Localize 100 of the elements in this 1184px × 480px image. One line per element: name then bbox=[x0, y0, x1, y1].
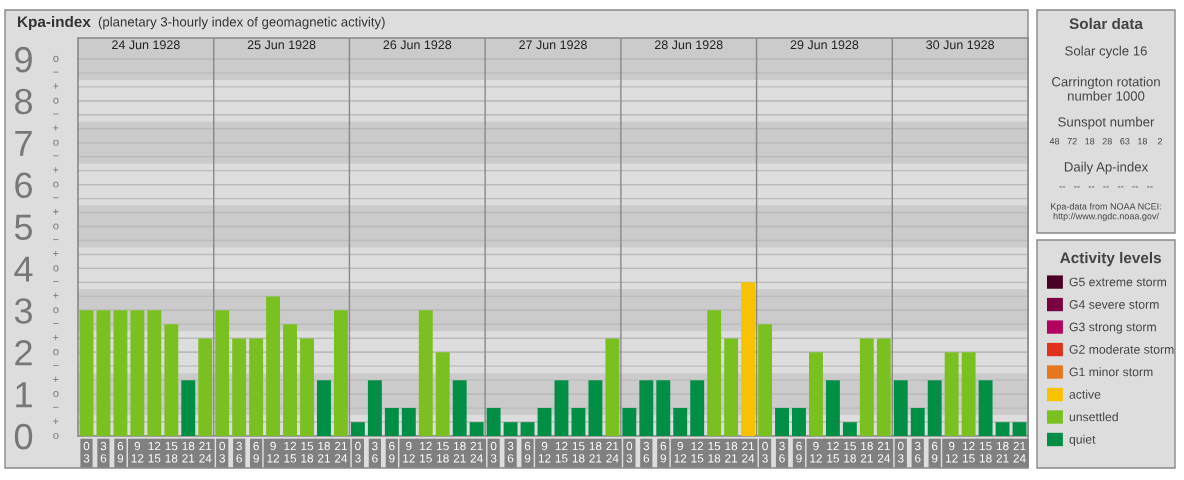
text: Daily Ap-index bbox=[1064, 161, 1149, 175]
text: + bbox=[53, 83, 59, 89]
x-tick-label: 12 15 bbox=[691, 441, 704, 463]
annotation: 29 Jun 1928 bbox=[790, 40, 859, 50]
chart-subtitle: (planetary 3-hourly index of geomagnetic activity) bbox=[98, 16, 385, 30]
x-tick-label: 3 6 bbox=[643, 441, 650, 463]
y-tick-label: 6 bbox=[15, 172, 32, 199]
x-tick-label: 9 12 bbox=[674, 441, 687, 463]
x-tick-label: 0 3 bbox=[626, 441, 633, 463]
x-tick-label: 6 9 bbox=[660, 441, 667, 463]
text: − bbox=[53, 71, 59, 73]
x-tick-label: 0 3 bbox=[83, 441, 90, 463]
text: o bbox=[53, 432, 59, 439]
y-tick-label: 7 bbox=[15, 130, 32, 156]
x-tick-label: 12 15 bbox=[827, 441, 839, 463]
x-tick-label: 21 24 bbox=[877, 441, 891, 463]
annotation: 30 Jun 1928 bbox=[926, 40, 995, 50]
legend-label: unsettled bbox=[1069, 412, 1118, 422]
x-tick-label: 18 21 bbox=[182, 441, 195, 463]
x-tick-label: 18 21 bbox=[860, 441, 873, 463]
text: o bbox=[53, 307, 59, 314]
x-tick-label: 15 18 bbox=[165, 441, 178, 463]
x-tick-label: 6 9 bbox=[389, 441, 395, 463]
text: o bbox=[53, 391, 59, 398]
x-tick-label: 3 6 bbox=[236, 441, 242, 463]
x-tick-label: 15 18 bbox=[572, 441, 585, 463]
x-tick-label: 6 9 bbox=[931, 441, 938, 463]
text: o bbox=[53, 265, 59, 272]
y-tick-label: 5 bbox=[14, 214, 33, 240]
text: o bbox=[53, 97, 59, 104]
text: + bbox=[53, 292, 59, 299]
annotation: 24 Jun 1928 bbox=[112, 40, 180, 50]
text: − bbox=[53, 113, 59, 115]
text: -- -- -- -- -- -- -- bbox=[1059, 186, 1153, 188]
x-tick-label: 9 12 bbox=[538, 441, 551, 463]
x-tick-label: 9 12 bbox=[810, 441, 822, 463]
x-tick-label: 21 24 bbox=[334, 441, 348, 463]
x-tick-label: 6 9 bbox=[117, 441, 124, 463]
annotation: 26 Jun 1928 bbox=[383, 40, 452, 50]
y-tick-label: 4 bbox=[14, 256, 33, 282]
legend-label: G1 minor storm bbox=[1069, 367, 1153, 377]
y-tick-label: 2 bbox=[15, 340, 32, 366]
x-tick-label: 12 15 bbox=[962, 441, 975, 463]
text: o bbox=[53, 55, 59, 62]
x-tick-label: 15 18 bbox=[301, 441, 314, 463]
x-tick-label: 18 21 bbox=[996, 441, 1009, 463]
text: − bbox=[53, 406, 59, 408]
x-tick-label: 9 12 bbox=[131, 441, 144, 463]
text: + bbox=[53, 167, 59, 173]
x-tick-label: 21 24 bbox=[606, 441, 619, 463]
x-tick-label: 9 12 bbox=[403, 441, 415, 463]
x-tick-label: 18 21 bbox=[318, 441, 331, 463]
text: + bbox=[53, 376, 59, 383]
x-tick-label: 0 3 bbox=[219, 441, 226, 463]
text: − bbox=[53, 239, 59, 241]
x-tick-label: 6 9 bbox=[524, 441, 531, 463]
annotation: 27 Jun 1928 bbox=[519, 40, 587, 50]
text: + bbox=[53, 125, 59, 131]
x-tick-label: 6 9 bbox=[796, 441, 802, 463]
text: − bbox=[53, 281, 59, 282]
x-tick-label: 15 18 bbox=[844, 441, 856, 463]
x-tick-label: 12 15 bbox=[420, 441, 432, 463]
x-tick-label: 21 24 bbox=[199, 441, 212, 463]
annotation: 25 Jun 1928 bbox=[247, 40, 316, 50]
text: Carrington rotation number 1000 bbox=[1052, 76, 1160, 101]
legend-label: quiet bbox=[1069, 434, 1096, 447]
text: o bbox=[53, 139, 59, 146]
annotation: 28 Jun 1928 bbox=[654, 40, 723, 50]
x-tick-label: 12 15 bbox=[555, 441, 568, 463]
x-tick-label: 12 15 bbox=[284, 441, 297, 463]
x-tick-label: 3 6 bbox=[507, 441, 514, 463]
x-tick-label: 21 24 bbox=[470, 441, 483, 463]
text: o bbox=[53, 223, 59, 230]
text: + bbox=[53, 250, 59, 257]
text: + bbox=[53, 418, 59, 424]
x-tick-label: 21 24 bbox=[1013, 441, 1026, 463]
text: Sunspot number bbox=[1058, 116, 1155, 130]
x-tick-label: 15 18 bbox=[437, 441, 449, 463]
x-tick-label: 9 12 bbox=[267, 441, 280, 463]
legend-label: G3 strong storm bbox=[1069, 322, 1156, 334]
text: − bbox=[53, 323, 59, 324]
x-tick-label: 3 6 bbox=[914, 441, 921, 463]
text: Solar data bbox=[1069, 17, 1144, 30]
text: − bbox=[53, 197, 59, 199]
y-tick-label: 3 bbox=[14, 298, 32, 324]
legend-label: G5 extreme storm bbox=[1069, 277, 1166, 287]
y-tick-label: 1 bbox=[16, 382, 32, 408]
text: o bbox=[53, 181, 59, 188]
text: − bbox=[53, 155, 59, 157]
text: Kpa-data from NOAA NCEI: http://www.ngdc.noaa.gov/ bbox=[1051, 202, 1161, 222]
x-tick-label: 0 3 bbox=[490, 441, 497, 463]
x-tick-label: 18 21 bbox=[589, 441, 602, 463]
y-tick-label: 8 bbox=[15, 88, 32, 115]
x-tick-label: 15 18 bbox=[708, 441, 721, 463]
x-tick-label: 21 24 bbox=[742, 441, 755, 463]
x-tick-label: 15 18 bbox=[979, 441, 992, 463]
x-tick-label: 3 6 bbox=[372, 441, 378, 463]
x-tick-label: 0 3 bbox=[897, 441, 904, 463]
x-tick-label: 0 3 bbox=[762, 441, 768, 463]
text: 48 72 18 28 63 18 2 bbox=[1049, 138, 1163, 145]
